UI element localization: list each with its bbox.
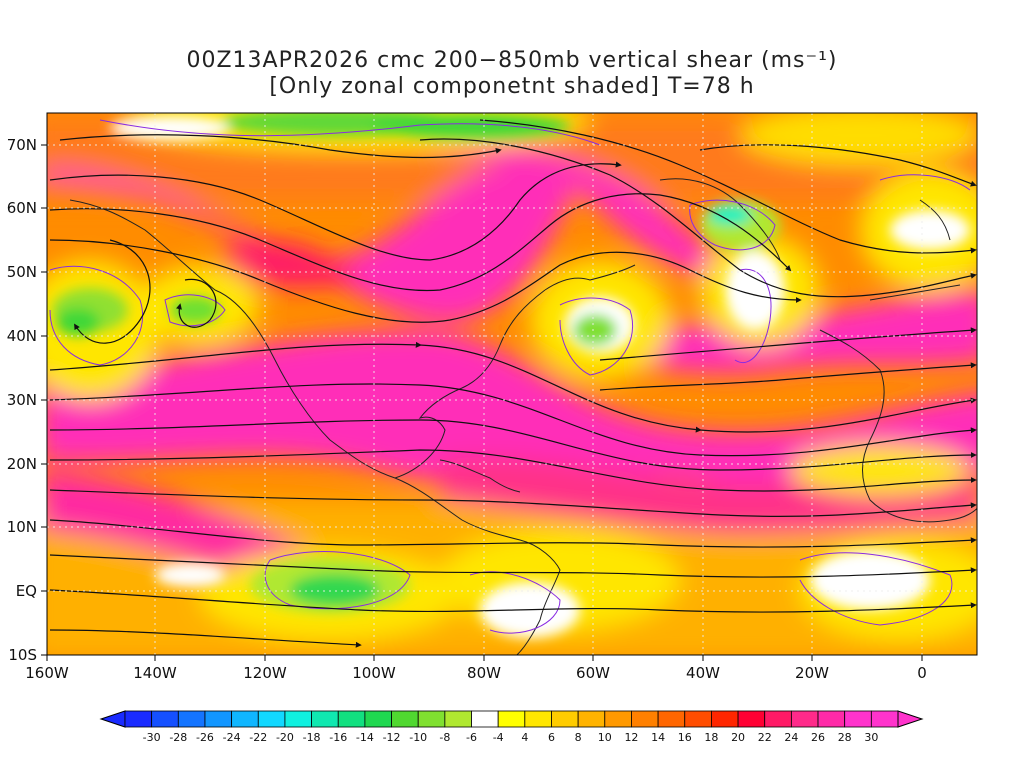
colorbar-swatch bbox=[284, 710, 312, 728]
colorbar-swatch bbox=[711, 710, 739, 728]
colorbar-label: -12 bbox=[383, 731, 401, 744]
colorbar: -30 -28 -26 -24 -22 -20 -18 -16 -14 -12 -10 -8 -6 -4 4… bbox=[99, 710, 924, 744]
colorbar-swatch bbox=[631, 710, 659, 728]
colorbar-label: 10 bbox=[598, 731, 612, 744]
colorbar-label: -26 bbox=[196, 731, 214, 744]
x-tick-label: 60W bbox=[576, 664, 610, 682]
y-tick-label: 10S bbox=[8, 646, 37, 664]
colorbar-right-arrow bbox=[897, 710, 924, 728]
colorbar-swatch bbox=[151, 710, 179, 728]
colorbar-label: 8 bbox=[575, 731, 582, 744]
colorbar-swatch bbox=[337, 710, 366, 728]
x-tick-label: 0 bbox=[917, 664, 927, 682]
x-tick-label: 160W bbox=[25, 664, 69, 682]
colorbar-swatch bbox=[257, 710, 286, 728]
colorbar-label: 12 bbox=[624, 731, 638, 744]
colorbar-swatch bbox=[844, 710, 872, 728]
colorbar-label: -8 bbox=[439, 731, 450, 744]
colorbar-swatch bbox=[524, 710, 552, 728]
y-tick-label: 10N bbox=[7, 518, 37, 536]
y-tick-label: 30N bbox=[7, 391, 37, 409]
colorbar-label: 4 bbox=[521, 731, 528, 744]
colorbar-label: 28 bbox=[838, 731, 852, 744]
y-tick-label: 60N bbox=[7, 199, 37, 217]
colorbar-swatch bbox=[870, 710, 899, 728]
shaded-field bbox=[47, 113, 977, 655]
colorbar-label: 6 bbox=[548, 731, 555, 744]
streamlines bbox=[49, 119, 977, 648]
y-tick-label: 50N bbox=[7, 263, 37, 281]
colorbar-label: -18 bbox=[303, 731, 321, 744]
colorbar-swatch bbox=[444, 710, 472, 728]
colorbar-label: 24 bbox=[784, 731, 798, 744]
colorbar-swatch bbox=[764, 710, 792, 728]
colorbar-swatch bbox=[364, 710, 392, 728]
colorbar-swatch bbox=[471, 710, 499, 728]
x-tick-label: 120W bbox=[243, 664, 287, 682]
colorbar-swatch bbox=[684, 710, 712, 728]
x-tick-label: 80W bbox=[467, 664, 501, 682]
colorbar-label: -14 bbox=[356, 731, 374, 744]
colorbar-swatch bbox=[790, 710, 819, 728]
colorbar-swatch bbox=[231, 710, 259, 728]
colorbar-label: -24 bbox=[223, 731, 241, 744]
colorbar-swatch bbox=[604, 710, 632, 728]
colorbar-swatch bbox=[177, 710, 206, 728]
colorbar-label: 26 bbox=[811, 731, 825, 744]
colorbar-swatch bbox=[204, 710, 233, 728]
colorbar-label: -30 bbox=[143, 731, 161, 744]
colorbar-swatch bbox=[417, 710, 446, 728]
colorbar-left-arrow bbox=[99, 710, 126, 728]
x-tick-label: 140W bbox=[133, 664, 177, 682]
colorbar-swatch bbox=[391, 710, 419, 728]
colorbar-swatch bbox=[311, 710, 339, 728]
colorbar-swatch bbox=[657, 710, 686, 728]
colorbar-label: 22 bbox=[758, 731, 772, 744]
colorbar-label: -10 bbox=[409, 731, 427, 744]
y-tick-label: 40N bbox=[7, 327, 37, 345]
map-frame bbox=[46, 112, 978, 656]
colorbar-label: 20 bbox=[731, 731, 745, 744]
colorbar-label: -20 bbox=[276, 731, 294, 744]
x-tick-label: 100W bbox=[352, 664, 396, 682]
colorbar-swatch bbox=[817, 710, 846, 728]
colorbar-label: 14 bbox=[651, 731, 665, 744]
colorbar-label: -6 bbox=[466, 731, 477, 744]
x-tick-label: 40W bbox=[686, 664, 720, 682]
colorbar-label: 16 bbox=[678, 731, 692, 744]
chart-title: 00Z13APR2026 cmc 200−850mb vertical shea… bbox=[186, 48, 838, 73]
colorbar-swatch bbox=[737, 710, 766, 728]
y-tick-label: 20N bbox=[7, 455, 37, 473]
chart-subtitle: [Only zonal componetnt shaded] T=78 h bbox=[269, 74, 755, 99]
colorbar-label: 30 bbox=[864, 731, 878, 744]
y-tick-label: 70N bbox=[7, 136, 37, 154]
axis-ticks bbox=[41, 144, 923, 661]
colorbar-label: -4 bbox=[493, 731, 504, 744]
colorbar-swatch bbox=[577, 710, 606, 728]
y-tick-label: EQ bbox=[16, 582, 37, 600]
colorbar-label: -28 bbox=[169, 731, 187, 744]
x-tick-label: 20W bbox=[795, 664, 829, 682]
map-grid bbox=[47, 113, 977, 655]
colorbar-label: 18 bbox=[704, 731, 718, 744]
colorbar-swatch bbox=[551, 710, 579, 728]
colorbar-swatch bbox=[497, 710, 526, 728]
colorbar-swatch bbox=[124, 710, 153, 728]
colorbar-label: -22 bbox=[249, 731, 267, 744]
colorbar-label: -16 bbox=[329, 731, 347, 744]
